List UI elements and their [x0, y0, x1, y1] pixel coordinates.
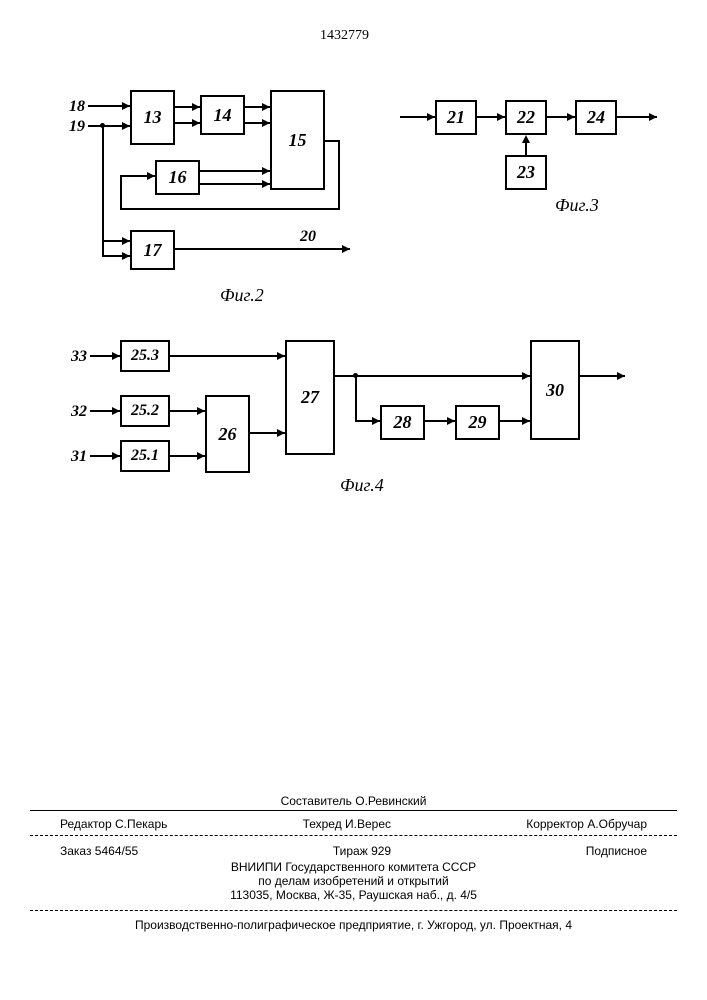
tirage-text: Тираж 929: [333, 844, 391, 858]
block-21: 21: [435, 100, 477, 135]
wire: [120, 208, 340, 210]
block-28: 28: [380, 405, 425, 440]
footer-block-3: Заказ 5464/55 Тираж 929 Подписное ВНИИПИ…: [0, 842, 707, 902]
wire: [175, 248, 350, 250]
footer-block-2: Редактор С.Пекарь Техред И.Верес Коррект…: [0, 815, 707, 833]
arrow-icon: [447, 417, 455, 425]
block-17: 17: [130, 230, 175, 270]
arrow-icon: [122, 102, 130, 110]
arrow-icon: [112, 352, 120, 360]
figure-2: 18 19 13 14 15 16 17: [70, 90, 380, 320]
arrow-icon: [617, 372, 625, 380]
block-22: 22: [505, 100, 547, 135]
input-19: 19: [65, 118, 85, 136]
arrow-icon: [277, 352, 285, 360]
arrow-icon: [342, 245, 350, 253]
subscr-text: Подписное: [586, 844, 647, 858]
arrow-icon: [112, 452, 120, 460]
block-253: 25.3: [120, 340, 170, 372]
footer-block: Составитель О.Ревинский: [0, 792, 707, 810]
block-24: 24: [575, 100, 617, 135]
junction-dot: [100, 123, 105, 128]
wire: [335, 375, 530, 377]
arrow-icon: [147, 172, 155, 180]
compiler-text: Составитель О.Ревинский: [281, 794, 427, 808]
arrow-icon: [262, 103, 270, 111]
wire: [338, 140, 340, 210]
block-251: 25.1: [120, 440, 170, 472]
addr-text: 113035, Москва, Ж-35, Раушская наб., д. …: [0, 888, 707, 902]
patent-number: 1432779: [320, 28, 369, 44]
figure-3: 21 22 23 24 Фиг.3: [400, 100, 660, 230]
arrow-icon: [262, 180, 270, 188]
block-252: 25.2: [120, 395, 170, 427]
wire: [355, 375, 357, 422]
fig2-label: Фиг.2: [220, 285, 264, 306]
output-20: 20: [300, 228, 316, 246]
input-32: 32: [65, 403, 87, 421]
block-27: 27: [285, 340, 335, 455]
block-15: 15: [270, 90, 325, 190]
arrow-icon: [197, 407, 205, 415]
arrow-icon: [122, 237, 130, 245]
arrow-icon: [649, 113, 657, 121]
arrow-icon: [192, 119, 200, 127]
arrow-icon: [112, 407, 120, 415]
fig4-label: Фиг.4: [340, 475, 384, 496]
arrow-icon: [122, 122, 130, 130]
arrow-icon: [262, 119, 270, 127]
wire: [170, 355, 285, 357]
arrow-icon: [522, 417, 530, 425]
input-31: 31: [65, 448, 87, 466]
arrow-icon: [197, 452, 205, 460]
page: 1432779 18 19 13 14 15 16 17: [0, 0, 707, 1000]
arrow-icon: [497, 113, 505, 121]
block-13: 13: [130, 90, 175, 145]
order-text: Заказ 5464/55: [60, 844, 138, 858]
arrow-icon: [192, 103, 200, 111]
arrow-icon: [122, 252, 130, 260]
input-18: 18: [65, 98, 85, 116]
arrow-icon: [522, 135, 530, 143]
block-23: 23: [505, 155, 547, 190]
wire: [102, 125, 104, 255]
divider: [30, 910, 677, 911]
corrector-text: Корректор А.Обручар: [526, 817, 647, 831]
input-33: 33: [65, 348, 87, 366]
arrow-icon: [567, 113, 575, 121]
tehred-text: Техред И.Верес: [303, 817, 391, 831]
org1-text: ВНИИПИ Государственного комитета СССР: [0, 860, 707, 874]
wire: [120, 175, 122, 210]
divider: [30, 810, 677, 811]
wire: [200, 170, 270, 172]
block-26: 26: [205, 395, 250, 473]
editor-text: Редактор С.Пекарь: [60, 817, 167, 831]
block-14: 14: [200, 95, 245, 135]
arrow-icon: [372, 417, 380, 425]
arrow-icon: [262, 167, 270, 175]
block-16: 16: [155, 160, 200, 195]
wire: [200, 183, 270, 185]
block-30: 30: [530, 340, 580, 440]
print-text: Производственно-полиграфическое предприя…: [0, 918, 707, 932]
divider: [30, 835, 677, 836]
arrow-icon: [522, 372, 530, 380]
figure-4: 33 32 31 25.3 25.2 25.1 26 27 28 29 30: [70, 340, 630, 520]
fig3-label: Фиг.3: [555, 195, 599, 216]
print-text-row: Производственно-полиграфическое предприя…: [0, 918, 707, 932]
block-29: 29: [455, 405, 500, 440]
arrow-icon: [277, 429, 285, 437]
org2-text: по делам изобретений и открытий: [0, 874, 707, 888]
arrow-icon: [427, 113, 435, 121]
